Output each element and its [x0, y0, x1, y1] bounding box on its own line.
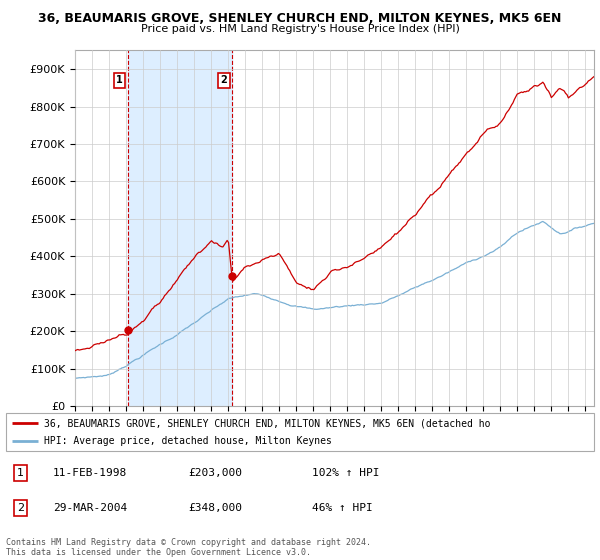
Text: Contains HM Land Registry data © Crown copyright and database right 2024.
This d: Contains HM Land Registry data © Crown c…: [6, 538, 371, 557]
Text: 1: 1: [116, 76, 123, 85]
Text: 29-MAR-2004: 29-MAR-2004: [53, 503, 127, 513]
Text: 46% ↑ HPI: 46% ↑ HPI: [312, 503, 373, 513]
Text: £203,000: £203,000: [188, 468, 242, 478]
Text: 36, BEAUMARIS GROVE, SHENLEY CHURCH END, MILTON KEYNES, MK5 6EN: 36, BEAUMARIS GROVE, SHENLEY CHURCH END,…: [38, 12, 562, 25]
Text: Price paid vs. HM Land Registry's House Price Index (HPI): Price paid vs. HM Land Registry's House …: [140, 24, 460, 34]
Text: 11-FEB-1998: 11-FEB-1998: [53, 468, 127, 478]
Text: 36, BEAUMARIS GROVE, SHENLEY CHURCH END, MILTON KEYNES, MK5 6EN (detached ho: 36, BEAUMARIS GROVE, SHENLEY CHURCH END,…: [44, 418, 491, 428]
Text: 102% ↑ HPI: 102% ↑ HPI: [312, 468, 379, 478]
Text: HPI: Average price, detached house, Milton Keynes: HPI: Average price, detached house, Milt…: [44, 436, 332, 446]
Text: 2: 2: [17, 503, 24, 513]
Text: 1: 1: [17, 468, 24, 478]
Text: £348,000: £348,000: [188, 503, 242, 513]
Text: 2: 2: [221, 76, 227, 85]
Bar: [128, 50, 232, 406]
